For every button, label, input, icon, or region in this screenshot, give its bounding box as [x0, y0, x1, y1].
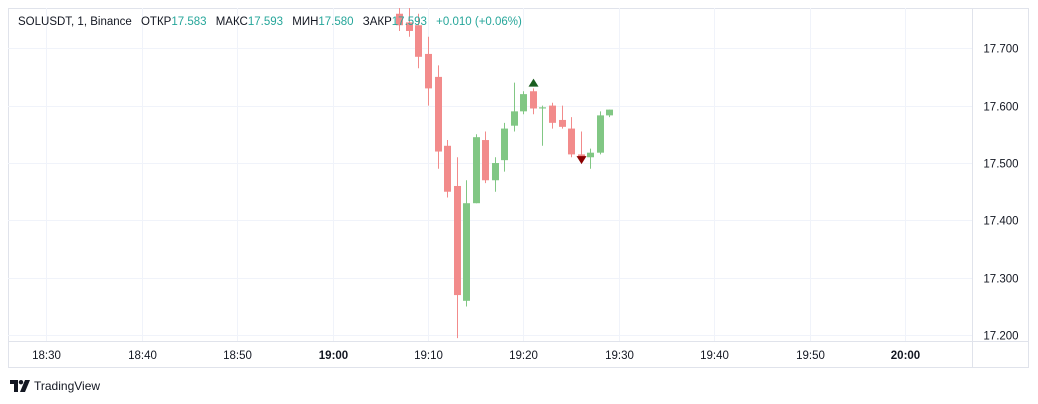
high-label: МАКС — [215, 16, 248, 28]
symbol-label: SOLUSDT, 1, Binance — [18, 16, 132, 28]
candle-down — [435, 65, 442, 169]
candle-body — [539, 107, 546, 109]
price-axis[interactable]: 17.700 17.600 17.500 17.400 17.300 17.200 — [983, 44, 1018, 343]
candle-body — [435, 76, 442, 152]
candle-down — [406, 8, 413, 37]
candle-down — [549, 102, 556, 129]
time-tick-label: 18:30 — [32, 350, 61, 362]
change-value: +0.010 (+0.06%) — [436, 16, 522, 28]
sell-marker-icon — [576, 156, 587, 165]
price-tick-label: 17.600 — [983, 102, 1018, 114]
candle-up — [492, 157, 499, 192]
candle-body — [511, 111, 518, 126]
candle-body — [473, 137, 480, 204]
candle-body — [606, 109, 613, 116]
grid-lines — [8, 8, 1029, 368]
candle-down — [415, 13, 422, 69]
time-tick-label: 18:40 — [128, 350, 157, 362]
open-label: ОТКР — [140, 16, 172, 28]
time-tick-label: 19:50 — [796, 350, 825, 362]
candle-up — [463, 180, 470, 307]
candle-up — [473, 134, 480, 204]
candle-body — [587, 152, 594, 158]
candle-body — [454, 185, 461, 296]
candle-down — [454, 157, 461, 339]
chart-frame — [8, 8, 1029, 368]
candle-down — [444, 140, 451, 198]
price-tick-label: 17.500 — [983, 159, 1018, 171]
candle-up — [587, 148, 594, 169]
close-value: 17.593 — [391, 16, 427, 28]
candle-up — [606, 109, 613, 118]
candle-body — [559, 119, 566, 127]
candle-body — [463, 203, 470, 301]
time-tick-label: 19:20 — [509, 350, 538, 362]
candle-up — [501, 122, 508, 172]
candles — [396, 8, 613, 339]
trade-markers — [528, 78, 587, 165]
time-tick-label: 19:40 — [700, 350, 729, 362]
time-tick-label: 19:30 — [605, 350, 634, 362]
ohlc-legend: SOLUSDT, 1, Binance ОТКР17.583 МАКС17.59… — [18, 16, 522, 28]
candle-body — [425, 53, 432, 89]
low-label: МИН — [292, 16, 319, 28]
candle-down — [396, 8, 403, 31]
candle-body — [520, 94, 527, 112]
candle-body — [568, 128, 575, 155]
candle-down — [559, 105, 566, 129]
open-value: 17.583 — [171, 16, 207, 28]
tradingview-logo-icon — [10, 380, 30, 392]
footer[interactable]: TradingView — [10, 378, 100, 394]
price-chart[interactable]: 17.700 17.600 17.500 17.400 17.300 17.200 18:… — [8, 8, 1029, 368]
candle-body — [549, 105, 556, 123]
candle-up — [597, 111, 604, 155]
candle-body — [396, 13, 403, 26]
candle-up — [520, 91, 527, 115]
candle-body — [501, 128, 508, 161]
candle-body — [482, 140, 489, 181]
buy-marker-icon — [528, 78, 539, 87]
candle-down — [530, 88, 537, 115]
high-value: 17.593 — [247, 16, 284, 28]
candle-body — [444, 145, 451, 192]
candle-up — [539, 105, 546, 146]
tradingview-brand: TradingView — [34, 379, 101, 393]
price-tick-label: 17.200 — [983, 331, 1018, 343]
time-tick-label: 20:00 — [891, 350, 920, 362]
close-label: ЗАКР — [362, 16, 392, 28]
time-tick-label: 18:50 — [223, 350, 252, 362]
time-tick-label: 19:10 — [414, 350, 443, 362]
low-value: 17.580 — [318, 16, 354, 28]
candle-down — [568, 117, 575, 158]
candle-body — [492, 163, 499, 181]
candle-body — [597, 115, 604, 153]
candle-body — [406, 22, 413, 31]
candle-up — [511, 82, 518, 132]
candle-body — [415, 25, 422, 57]
candle-body — [530, 91, 537, 109]
time-axis[interactable]: 18:30 18:40 18:50 19:00 19:10 19:20 19:30 19:40… — [32, 350, 920, 362]
price-tick-label: 17.400 — [983, 216, 1018, 228]
time-tick-label: 19:00 — [319, 350, 348, 362]
price-tick-label: 17.300 — [983, 274, 1018, 286]
candle-down — [425, 36, 432, 106]
price-tick-label: 17.700 — [983, 44, 1018, 56]
candle-down — [482, 131, 489, 184]
